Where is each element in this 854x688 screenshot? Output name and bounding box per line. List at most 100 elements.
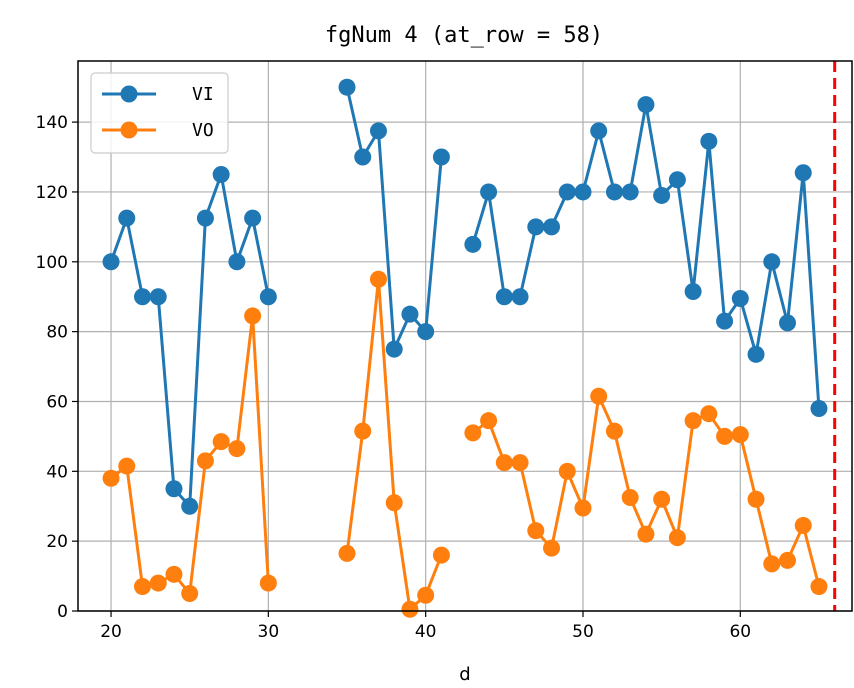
plot-frame <box>77 60 853 612</box>
data-point <box>700 405 718 423</box>
data-point <box>731 289 749 307</box>
data-point <box>134 578 151 596</box>
series-line <box>110 314 270 596</box>
data-point <box>480 183 498 201</box>
x-axis-label: d <box>459 664 470 685</box>
data-point <box>605 183 623 201</box>
data-point <box>196 209 214 227</box>
y-tick-label: 140 <box>36 113 68 133</box>
data-point <box>165 565 183 583</box>
data-point <box>228 253 246 271</box>
data-point <box>747 490 765 508</box>
data-point <box>779 551 796 569</box>
data-point <box>165 480 183 498</box>
data-point <box>621 183 639 201</box>
data-point <box>700 132 718 150</box>
y-tick-label: 40 <box>46 462 68 482</box>
legend-label-vo: VO <box>192 120 214 141</box>
ticks: 20 30 40 50 60 0 20 40 60 80 100 120 140 <box>36 113 752 642</box>
y-tick-label: 120 <box>36 183 68 203</box>
data-point <box>810 578 828 596</box>
x-tick-label: 60 <box>729 622 751 642</box>
data-point <box>716 427 734 445</box>
data-point <box>590 122 608 140</box>
data-point <box>716 312 734 330</box>
x-tick-label: 20 <box>100 622 122 642</box>
y-tick-label: 0 <box>57 602 68 622</box>
data-point <box>385 340 403 358</box>
data-point <box>731 426 749 444</box>
data-point <box>196 452 214 470</box>
data-point <box>527 218 545 236</box>
series-layer <box>102 78 828 618</box>
data-point <box>354 422 372 440</box>
legend: VI VO <box>90 72 229 154</box>
y-tick-label: 60 <box>46 392 68 412</box>
data-point <box>134 288 151 306</box>
y-tick-label: 80 <box>46 323 68 343</box>
data-point <box>102 469 120 487</box>
data-point <box>212 433 230 451</box>
data-point <box>763 253 781 271</box>
data-point <box>338 544 356 562</box>
data-point <box>653 186 671 204</box>
data-point <box>244 307 262 325</box>
data-point <box>480 412 498 430</box>
series-vi <box>102 78 828 515</box>
y-tick-label: 20 <box>46 532 68 552</box>
legend-label-vi: VI <box>192 84 214 105</box>
data-point <box>637 96 655 114</box>
data-point <box>574 183 592 201</box>
data-point <box>668 529 686 547</box>
data-point <box>118 457 136 475</box>
data-point <box>369 122 387 140</box>
data-point <box>543 218 561 236</box>
data-point <box>590 387 608 405</box>
data-point <box>149 288 167 306</box>
data-point <box>118 209 136 227</box>
series-line <box>109 172 270 508</box>
x-tick-label: 30 <box>258 622 280 642</box>
data-point <box>684 412 702 430</box>
data-point <box>354 148 372 166</box>
data-point <box>779 314 796 332</box>
data-point <box>401 305 419 323</box>
data-point <box>181 497 199 515</box>
data-point <box>794 516 812 534</box>
legend-marker-vo <box>120 121 138 139</box>
data-point <box>527 522 545 540</box>
data-point <box>574 499 592 517</box>
series-vo <box>102 270 828 618</box>
data-point <box>511 288 529 306</box>
data-point <box>653 490 671 508</box>
data-point <box>385 494 403 512</box>
data-point <box>495 454 513 472</box>
data-point <box>259 574 277 592</box>
data-point <box>181 585 199 603</box>
data-point <box>605 422 623 440</box>
series-line <box>345 86 443 351</box>
y-tick-label: 100 <box>36 253 68 273</box>
data-point <box>212 165 230 183</box>
data-point <box>259 288 277 306</box>
x-tick-label: 50 <box>572 622 594 642</box>
data-point <box>102 253 120 271</box>
data-point <box>543 539 561 557</box>
data-point <box>621 489 639 507</box>
data-point <box>558 462 576 480</box>
data-point <box>464 424 482 442</box>
data-point <box>149 574 167 592</box>
data-point <box>338 78 356 96</box>
data-point <box>810 399 828 417</box>
data-point <box>684 282 702 300</box>
data-point <box>511 454 529 472</box>
data-point <box>369 270 387 288</box>
x-tick-label: 40 <box>415 622 437 642</box>
chart-title: fgNum 4 (at_row = 58) <box>325 23 603 48</box>
data-point <box>668 171 686 189</box>
data-point <box>558 183 576 201</box>
data-point <box>747 345 765 363</box>
data-point <box>228 440 246 458</box>
data-point <box>495 288 513 306</box>
